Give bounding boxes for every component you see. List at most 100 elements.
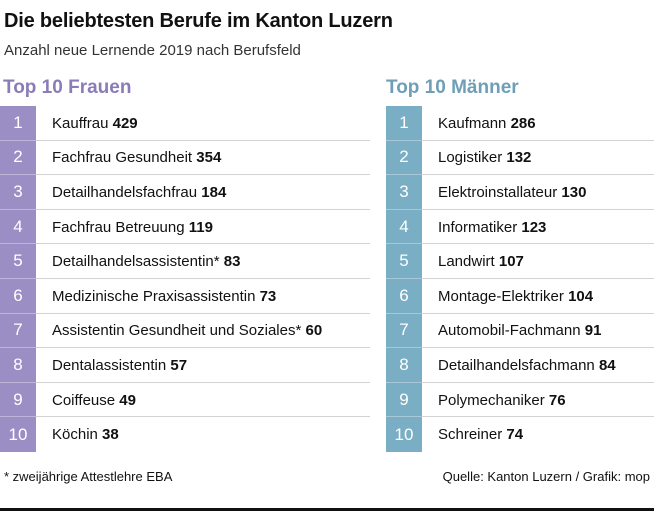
men-row-label: Landwirt 107 <box>422 253 524 270</box>
men-profession-name: Montage-Elektriker <box>438 287 564 305</box>
women-heading: Top 10 Frauen <box>3 77 132 98</box>
women-value: 60 <box>305 322 323 340</box>
men-value: 130 <box>561 183 587 201</box>
women-row-label: Assistentin Gesundheit und Soziales* 60 <box>36 322 322 339</box>
women-value: 119 <box>188 218 213 236</box>
men-ranking-list: 1 Kaufmann 286 2 Logistiker 132 3 Elektroinst… <box>386 106 654 452</box>
women-rank-number: 10 <box>0 417 36 452</box>
women-row-label: Kauffrau 429 <box>36 115 138 132</box>
women-row-label: Medizinische Praxisassistentin 73 <box>36 288 276 305</box>
men-row-label: Detailhandelsfachmann 84 <box>422 357 616 374</box>
men-row: 6 Montage-Elektriker 104 <box>386 278 654 314</box>
men-profession-name: Elektroinstallateur <box>438 183 558 201</box>
women-rank-number: 5 <box>0 244 36 279</box>
women-profession-name: Medizinische Praxisassistentin <box>52 287 256 305</box>
men-row: 3 Elektroinstallateur 130 <box>386 175 654 210</box>
women-row: 5 Detailhandelsassistentin* 83 <box>0 244 370 279</box>
men-value: 104 <box>568 287 594 305</box>
men-profession-name: Logistiker <box>438 149 503 167</box>
men-rank-number: 4 <box>386 209 422 245</box>
women-value: 38 <box>102 426 119 444</box>
women-row-label: Fachfrau Gesundheit 354 <box>36 149 221 166</box>
men-profession-name: Automobil-Fachmann <box>438 322 581 340</box>
men-profession-name: Schreiner <box>438 426 503 444</box>
men-value: 132 <box>506 149 532 167</box>
women-row-label: Coiffeuse 49 <box>36 392 136 409</box>
women-rank-number: 9 <box>0 382 36 418</box>
women-ranking-list: 1 Kauffrau 429 2 Fachfrau Gesundheit 354 3 De… <box>0 106 370 452</box>
women-value: 83 <box>223 253 241 271</box>
men-row-label: Elektroinstallateur 130 <box>422 184 586 201</box>
men-value: 76 <box>548 391 566 409</box>
footnote: * zweijährige Attestlehre EBA <box>4 469 173 484</box>
women-row-label: Fachfrau Betreuung 119 <box>36 219 213 236</box>
women-rank-number: 3 <box>0 175 36 210</box>
women-row: 9 Coiffeuse 49 <box>0 382 370 418</box>
women-row: 4 Fachfrau Betreuung 119 <box>0 209 370 245</box>
women-profession-name: Fachfrau Gesundheit <box>52 149 193 167</box>
men-row: 8 Detailhandelsfachmann 84 <box>386 348 654 383</box>
men-row: 9 Polymechaniker 76 <box>386 382 654 418</box>
women-row: 8 Dentalassistentin 57 <box>0 348 370 383</box>
men-value: 84 <box>598 356 616 374</box>
men-rank-number: 8 <box>386 348 422 383</box>
men-rank-number: 5 <box>386 244 422 279</box>
men-row: 10 Schreiner 74 <box>386 417 654 452</box>
women-row: 2 Fachfrau Gesundheit 354 <box>0 140 370 176</box>
women-value: 57 <box>170 356 188 374</box>
women-value: 354 <box>196 149 222 167</box>
women-row: 10 Köchin 38 <box>0 417 370 452</box>
chart-subtitle: Anzahl neue Lernende 2019 nach Berufsfel… <box>4 42 301 59</box>
women-profession-name: Dentalassistentin <box>52 356 167 374</box>
men-profession-name: Informatiker <box>438 218 518 236</box>
women-value: 184 <box>201 183 227 201</box>
men-rank-number: 2 <box>386 140 422 176</box>
men-value: 107 <box>498 253 524 271</box>
women-rank-number: 7 <box>0 313 36 349</box>
men-profession-name: Polymechaniker <box>438 391 545 409</box>
women-profession-name: Kauffrau <box>52 114 109 132</box>
men-row-label: Polymechaniker 76 <box>422 392 566 409</box>
men-rank-number: 6 <box>386 278 422 314</box>
men-rank-number: 7 <box>386 313 422 349</box>
women-value: 73 <box>259 287 277 305</box>
women-row-label: Köchin 38 <box>36 426 119 443</box>
bottom-rule <box>0 508 654 511</box>
women-rank-number: 4 <box>0 209 36 245</box>
women-profession-name: Fachfrau Betreuung <box>52 218 185 236</box>
men-row-label: Montage-Elektriker 104 <box>422 288 593 305</box>
men-row: 5 Landwirt 107 <box>386 244 654 279</box>
women-row: 1 Kauffrau 429 <box>0 106 370 141</box>
men-rank-number: 10 <box>386 417 422 452</box>
women-row: 3 Detailhandelsfachfrau 184 <box>0 175 370 210</box>
women-rank-number: 1 <box>0 106 36 141</box>
women-row-label: Detailhandelsassistentin* 83 <box>36 253 240 270</box>
men-rank-number: 1 <box>386 106 422 141</box>
men-value: 286 <box>510 114 536 132</box>
women-rank-number: 2 <box>0 140 36 176</box>
men-row-label: Kaufmann 286 <box>422 115 536 132</box>
women-profession-name: Coiffeuse <box>52 391 116 409</box>
men-profession-name: Landwirt <box>438 253 495 271</box>
men-profession-name: Kaufmann <box>438 114 507 132</box>
chart-title: Die beliebtesten Berufe im Kanton Luzern <box>4 10 393 32</box>
men-row: 2 Logistiker 132 <box>386 140 654 176</box>
women-row: 7 Assistentin Gesundheit und Soziales* 60 <box>0 313 370 349</box>
men-row: 7 Automobil-Fachmann 91 <box>386 313 654 349</box>
men-rank-number: 9 <box>386 382 422 418</box>
women-row-label: Detailhandelsfachfrau 184 <box>36 184 226 201</box>
men-row-label: Informatiker 123 <box>422 219 546 236</box>
women-rank-number: 6 <box>0 278 36 314</box>
men-row-label: Schreiner 74 <box>422 426 523 443</box>
women-profession-name: Detailhandelsfachfrau <box>52 183 198 201</box>
men-profession-name: Detailhandelsfachmann <box>438 356 595 374</box>
source-credit: Quelle: Kanton Luzern / Grafik: mop <box>442 469 650 484</box>
men-value: 91 <box>584 322 602 340</box>
women-row: 6 Medizinische Praxisassistentin 73 <box>0 278 370 314</box>
men-heading: Top 10 Männer <box>386 77 519 98</box>
men-row-label: Automobil-Fachmann 91 <box>422 322 601 339</box>
women-profession-name: Detailhandelsassistentin* <box>52 253 220 271</box>
women-profession-name: Assistentin Gesundheit und Soziales* <box>52 322 302 340</box>
men-row-label: Logistiker 132 <box>422 149 531 166</box>
women-rank-number: 8 <box>0 348 36 383</box>
